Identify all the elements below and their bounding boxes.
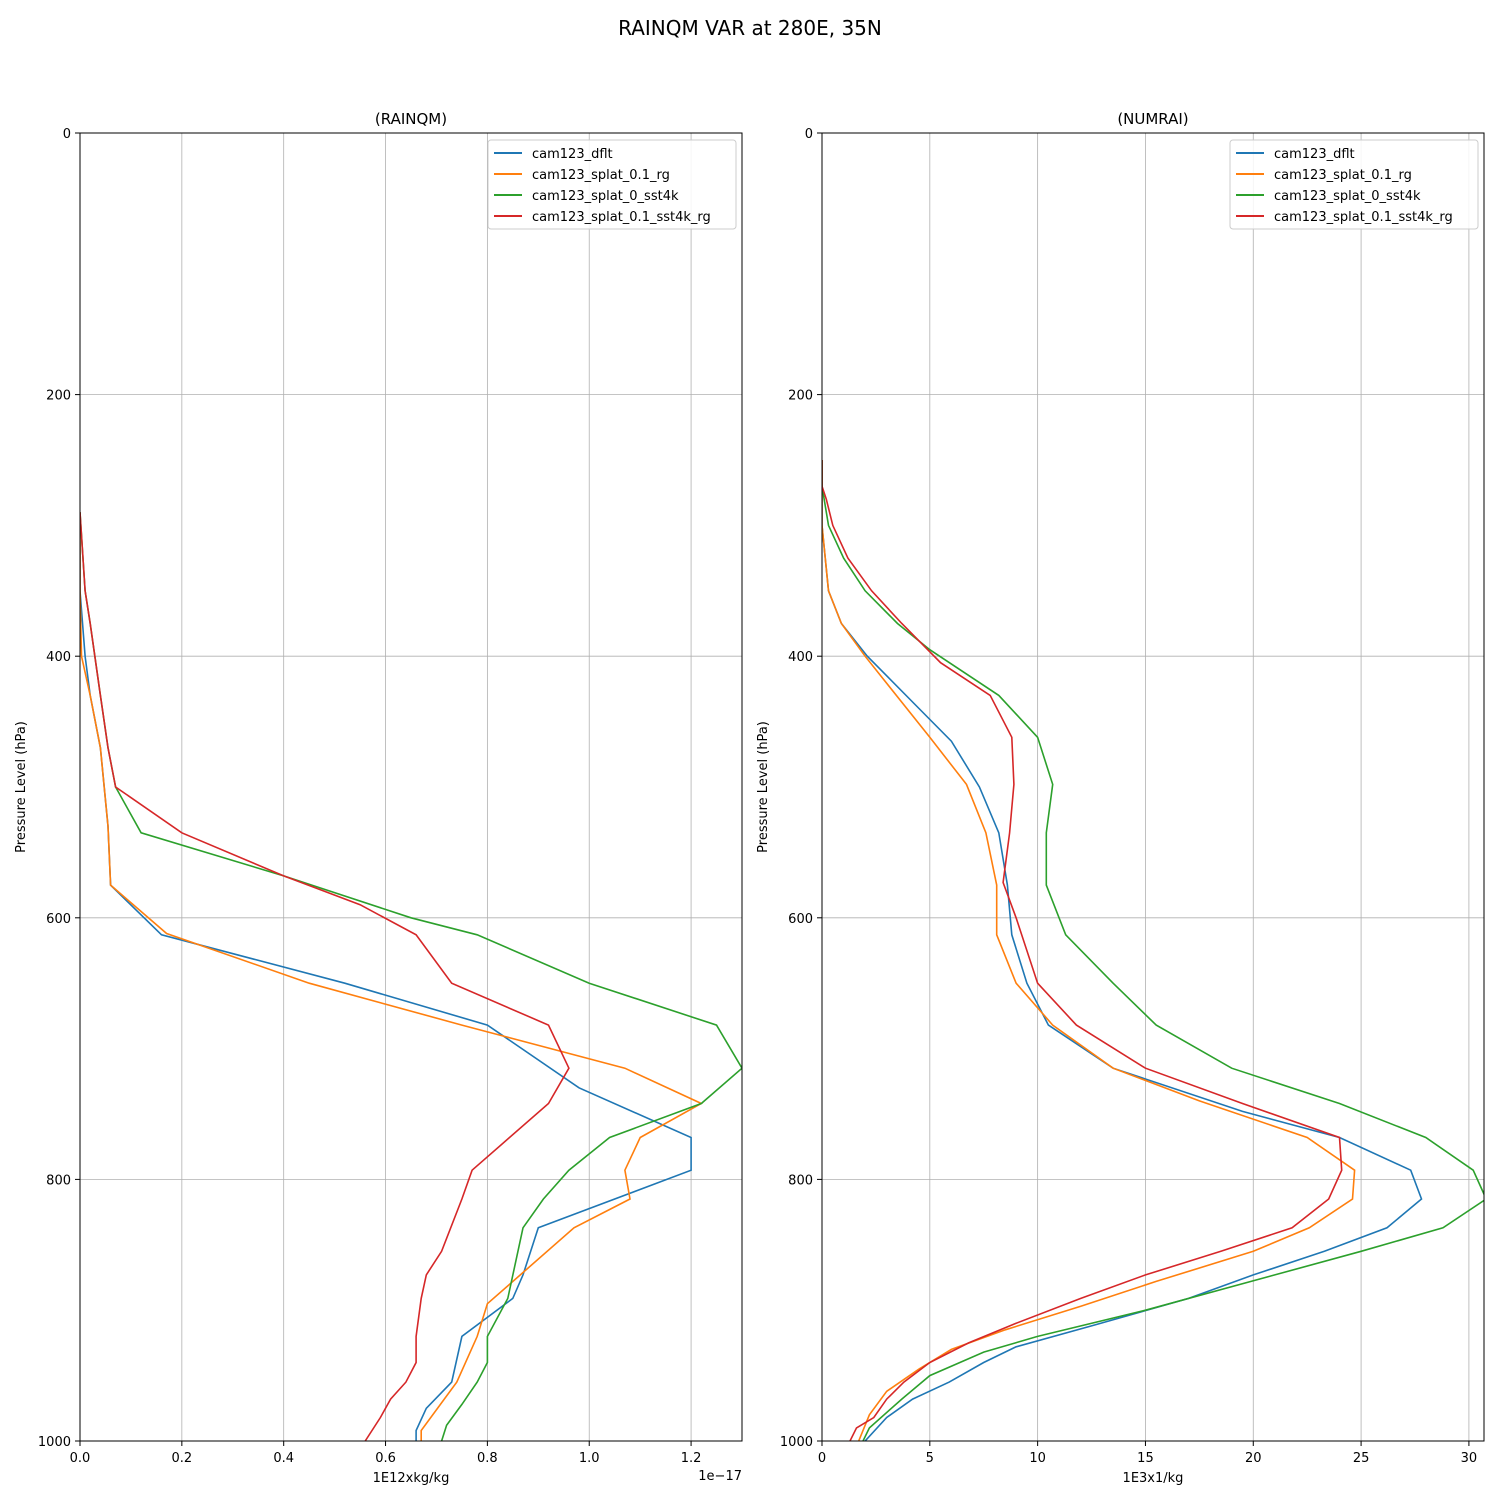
y-tick-label: 0 — [805, 127, 813, 142]
y-tick-label: 800 — [788, 1173, 813, 1188]
x-tick-label: 1.0 — [579, 1451, 600, 1466]
x-tick-label: 0.4 — [273, 1451, 294, 1466]
legend-label: cam123_splat_0.1_sst4k_rg — [532, 210, 711, 225]
x-tick-label: 25 — [1353, 1451, 1370, 1466]
legend: cam123_dflt cam123_splat_0.1_rg cam123_spl… — [1229, 139, 1479, 230]
x-tick-label: 0.8 — [477, 1451, 498, 1466]
legend-box — [1229, 139, 1479, 230]
series-line-cam123_splat_0_sst4k — [822, 460, 1484, 1441]
panel-rainqm: 0.0 0.2 0.4 0.6 0.8 1.0 1.2 0 200 400 600 800 1000 (R… — [14, 110, 743, 1486]
y-tick-label: 1000 — [38, 1435, 71, 1450]
legend-label: cam123_splat_0.1_rg — [1274, 168, 1412, 183]
panel-numrai: 0 5 10 15 20 25 30 0 200 400 600 800 1000 (NUMRAI) 1E3… — [756, 110, 1485, 1486]
legend-label: cam123_splat_0_sst4k — [1274, 189, 1421, 204]
panel-title: (NUMRAI) — [1117, 110, 1188, 128]
series-line-cam123_splat_0.1_sst4k_rg — [822, 460, 1343, 1441]
legend-box — [487, 139, 737, 230]
x-tick-label: 15 — [1137, 1451, 1154, 1466]
series-line-cam123_splat_0.1_rg — [822, 460, 1356, 1441]
y-tick-label: 200 — [46, 389, 71, 404]
legend-label: cam123_dflt — [532, 147, 613, 162]
x-offset-label: 1e−17 — [698, 1469, 742, 1484]
series-line-cam123_splat_0_sst4k — [80, 512, 742, 1441]
x-tick-label: 20 — [1245, 1451, 1262, 1466]
plot-frame — [79, 132, 743, 1442]
x-tick-label: 10 — [1029, 1451, 1046, 1466]
x-tick-label: 1.2 — [681, 1451, 702, 1466]
series-line-cam123_splat_0.1_sst4k_rg — [80, 512, 570, 1441]
legend-label: cam123_splat_0.1_sst4k_rg — [1274, 210, 1453, 225]
series-line-cam123_dflt — [822, 460, 1423, 1441]
x-tick-label: 0.6 — [375, 1451, 396, 1466]
y-tick-label: 400 — [788, 650, 813, 665]
y-tick-label: 400 — [46, 650, 71, 665]
y-tick-label: 1000 — [780, 1435, 813, 1450]
y-axis-label: Pressure Level (hPa) — [14, 721, 29, 853]
x-axis-label: 1E12xkg/kg — [373, 1471, 450, 1486]
y-tick-label: 800 — [46, 1173, 71, 1188]
plot-frame — [821, 132, 1485, 1442]
series-line-cam123_splat_0.1_rg — [80, 512, 704, 1441]
x-axis-label: 1E3x1/kg — [1123, 1471, 1184, 1486]
panel-title: (RAINQM) — [375, 110, 447, 128]
x-tick-label: 5 — [926, 1451, 934, 1466]
x-tick-label: 0.0 — [70, 1451, 91, 1466]
x-tick-label: 0 — [818, 1451, 826, 1466]
legend: cam123_dflt cam123_splat_0.1_rg cam123_spl… — [487, 139, 737, 230]
x-tick-label: 30 — [1461, 1451, 1478, 1466]
y-tick-label: 600 — [46, 912, 71, 927]
y-tick-label: 200 — [788, 389, 813, 404]
legend-label: cam123_splat_0_sst4k — [532, 189, 679, 204]
legend-label: cam123_splat_0.1_rg — [532, 168, 670, 183]
legend-label: cam123_dflt — [1274, 147, 1355, 162]
y-axis-label: Pressure Level (hPa) — [756, 721, 771, 853]
y-tick-label: 600 — [788, 912, 813, 927]
y-tick-label: 0 — [63, 127, 71, 142]
figure-title: RAINQM VAR at 280E, 35N — [618, 16, 882, 40]
x-tick-label: 0.2 — [172, 1451, 193, 1466]
